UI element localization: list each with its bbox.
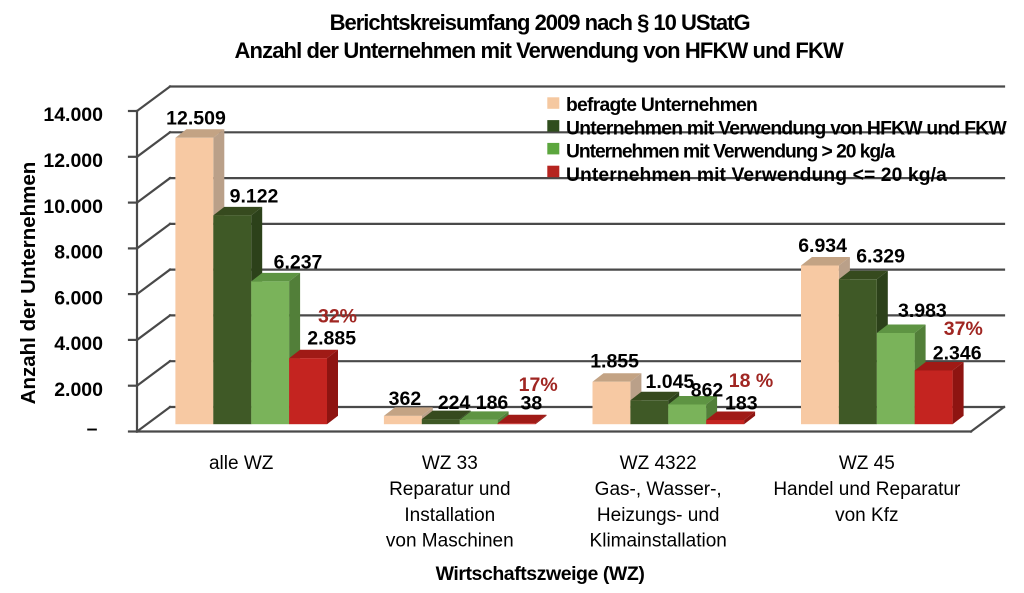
svg-text:Handel und Reparatur: Handel und Reparatur bbox=[773, 479, 961, 500]
svg-text:186: 186 bbox=[476, 392, 509, 414]
svg-text:Installation: Installation bbox=[404, 505, 495, 526]
svg-text:Anzahl der Unternehmen mit Ver: Anzahl der Unternehmen mit Verwendung vo… bbox=[235, 38, 844, 63]
svg-text:Anzahl der Unternehmen: Anzahl der Unternehmen bbox=[17, 162, 40, 405]
svg-text:Unternehmen mit Verwendung <=: Unternehmen mit Verwendung <= 20 kg/a bbox=[566, 165, 947, 186]
svg-text:862: 862 bbox=[691, 380, 724, 402]
svg-text:8.000: 8.000 bbox=[54, 242, 103, 264]
svg-text:WZ 33: WZ 33 bbox=[422, 453, 478, 474]
svg-text:Heizungs- und: Heizungs- und bbox=[597, 505, 720, 526]
svg-text:2.000: 2.000 bbox=[54, 379, 103, 401]
svg-text:12.509: 12.509 bbox=[166, 108, 226, 130]
svg-text:WZ 4322: WZ 4322 bbox=[620, 453, 697, 474]
svg-text:von Maschinen: von Maschinen bbox=[386, 531, 514, 552]
svg-text:Unternehmen mit Verwendung > 2: Unternehmen mit Verwendung > 20 kg/a bbox=[566, 142, 895, 163]
svg-text:32%: 32% bbox=[318, 306, 357, 328]
svg-text:14.000: 14.000 bbox=[43, 104, 103, 126]
svg-text:–: – bbox=[87, 418, 98, 440]
svg-text:6.000: 6.000 bbox=[54, 287, 103, 309]
svg-text:WZ 45: WZ 45 bbox=[839, 453, 895, 474]
svg-text:2.346: 2.346 bbox=[933, 343, 982, 365]
svg-text:37%: 37% bbox=[944, 318, 983, 340]
svg-text:224: 224 bbox=[438, 392, 471, 414]
svg-text:Unternehmen mit Verwendung von: Unternehmen mit Verwendung von HFKW und … bbox=[566, 118, 1007, 139]
svg-text:3.983: 3.983 bbox=[898, 300, 947, 322]
svg-text:183: 183 bbox=[725, 393, 758, 415]
svg-text:12.000: 12.000 bbox=[43, 150, 103, 172]
svg-text:6.934: 6.934 bbox=[798, 235, 847, 257]
svg-text:2.885: 2.885 bbox=[307, 328, 356, 350]
svg-text:befragte Unternehmen: befragte Unternehmen bbox=[566, 95, 757, 116]
svg-text:10.000: 10.000 bbox=[43, 196, 103, 218]
svg-text:18 %: 18 % bbox=[729, 370, 773, 392]
svg-text:362: 362 bbox=[389, 388, 422, 410]
svg-text:Reparatur und: Reparatur und bbox=[389, 479, 510, 500]
svg-text:Klimainstallation: Klimainstallation bbox=[590, 531, 727, 552]
svg-text:1.855: 1.855 bbox=[590, 351, 639, 373]
svg-text:Wirtschaftszweige (WZ): Wirtschaftszweige (WZ) bbox=[436, 563, 645, 585]
svg-text:alle WZ: alle WZ bbox=[209, 453, 274, 474]
svg-text:Berichtskreisumfang 2009 nach: Berichtskreisumfang 2009 nach § 10 UStat… bbox=[330, 10, 750, 35]
svg-text:6.237: 6.237 bbox=[274, 252, 323, 274]
svg-text:Gas-, Wasser-,: Gas-, Wasser-, bbox=[595, 479, 722, 500]
svg-text:von Kfz: von Kfz bbox=[835, 505, 898, 526]
svg-text:4.000: 4.000 bbox=[54, 333, 103, 355]
svg-text:17%: 17% bbox=[519, 374, 558, 396]
svg-text:38: 38 bbox=[521, 393, 543, 415]
svg-text:9.122: 9.122 bbox=[230, 186, 279, 208]
svg-text:6.329: 6.329 bbox=[856, 246, 905, 268]
svg-text:1.045: 1.045 bbox=[645, 371, 694, 393]
